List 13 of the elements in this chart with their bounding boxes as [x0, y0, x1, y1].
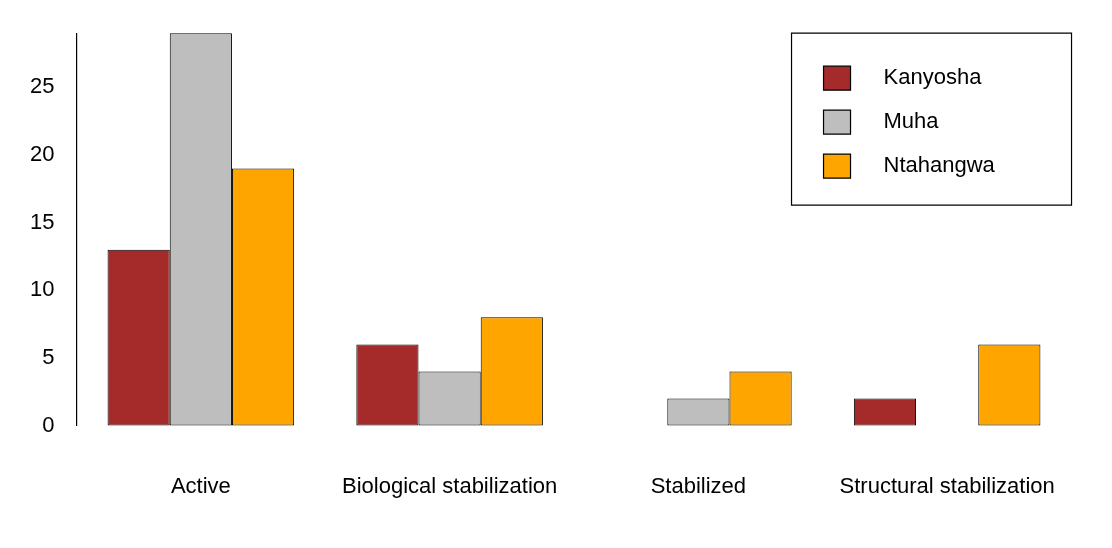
x-tick-label: Biological stabilization	[342, 472, 558, 498]
x-tick-label: Structural stabilization	[839, 472, 1055, 498]
y-tick-label: 20	[29, 141, 55, 167]
y-tick-label: 0	[42, 411, 55, 437]
y-tick-label: 10	[29, 276, 55, 302]
y-tick-label: 25	[29, 73, 55, 99]
y-tick-label: 5	[42, 344, 55, 370]
legend-label: Muha	[883, 108, 940, 134]
x-tick-label: Stabilized	[650, 472, 747, 498]
y-tick-label: 15	[29, 208, 55, 234]
legend-label: Ntahangwa	[883, 152, 996, 178]
x-tick-label: Active	[170, 472, 231, 498]
legend-label: Kanyosha	[883, 64, 983, 90]
